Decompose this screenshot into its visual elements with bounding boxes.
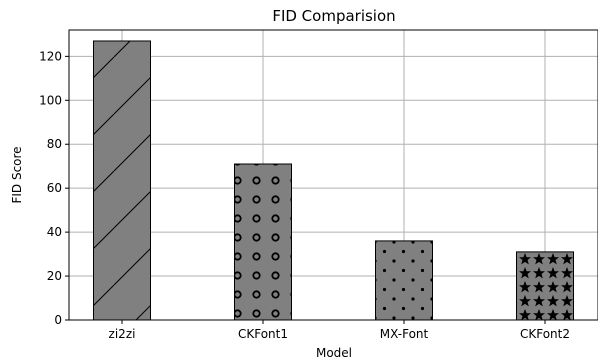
x-tick-label: CKFont2 xyxy=(520,327,570,341)
plot-frame xyxy=(68,29,598,321)
bar-hatch xyxy=(516,251,574,321)
y-tick-label: 120 xyxy=(39,49,62,63)
y-tick-label: 80 xyxy=(47,137,62,151)
x-axis-ticks: zi2zi CKFont1 MX-Font CKFont2 xyxy=(109,320,570,341)
y-tick-label: 60 xyxy=(47,181,62,195)
bar-ckfont2 xyxy=(516,251,574,321)
bar-hatch xyxy=(93,40,151,321)
y-tick-label: 100 xyxy=(39,93,62,107)
y-tick-label: 40 xyxy=(47,225,62,239)
x-tick-label: zi2zi xyxy=(109,327,136,341)
bar-mx-font xyxy=(375,240,433,321)
bar-ckfont1 xyxy=(234,163,292,321)
x-tick-label: CKFont1 xyxy=(238,327,288,341)
bar-hatch xyxy=(375,240,433,321)
y-axis-ticks: 0 20 40 60 80 100 120 xyxy=(39,49,69,327)
y-tick-label: 0 xyxy=(54,313,62,327)
bar-hatch xyxy=(234,163,292,321)
bars xyxy=(93,40,574,321)
chart-title: FID Comparision xyxy=(272,7,395,25)
bar-zi2zi xyxy=(93,40,151,321)
y-axis-label: FID Score xyxy=(10,146,24,203)
y-tick-label: 20 xyxy=(47,269,62,283)
x-axis-label: Model xyxy=(316,346,352,360)
x-tick-label: MX-Font xyxy=(380,327,429,341)
